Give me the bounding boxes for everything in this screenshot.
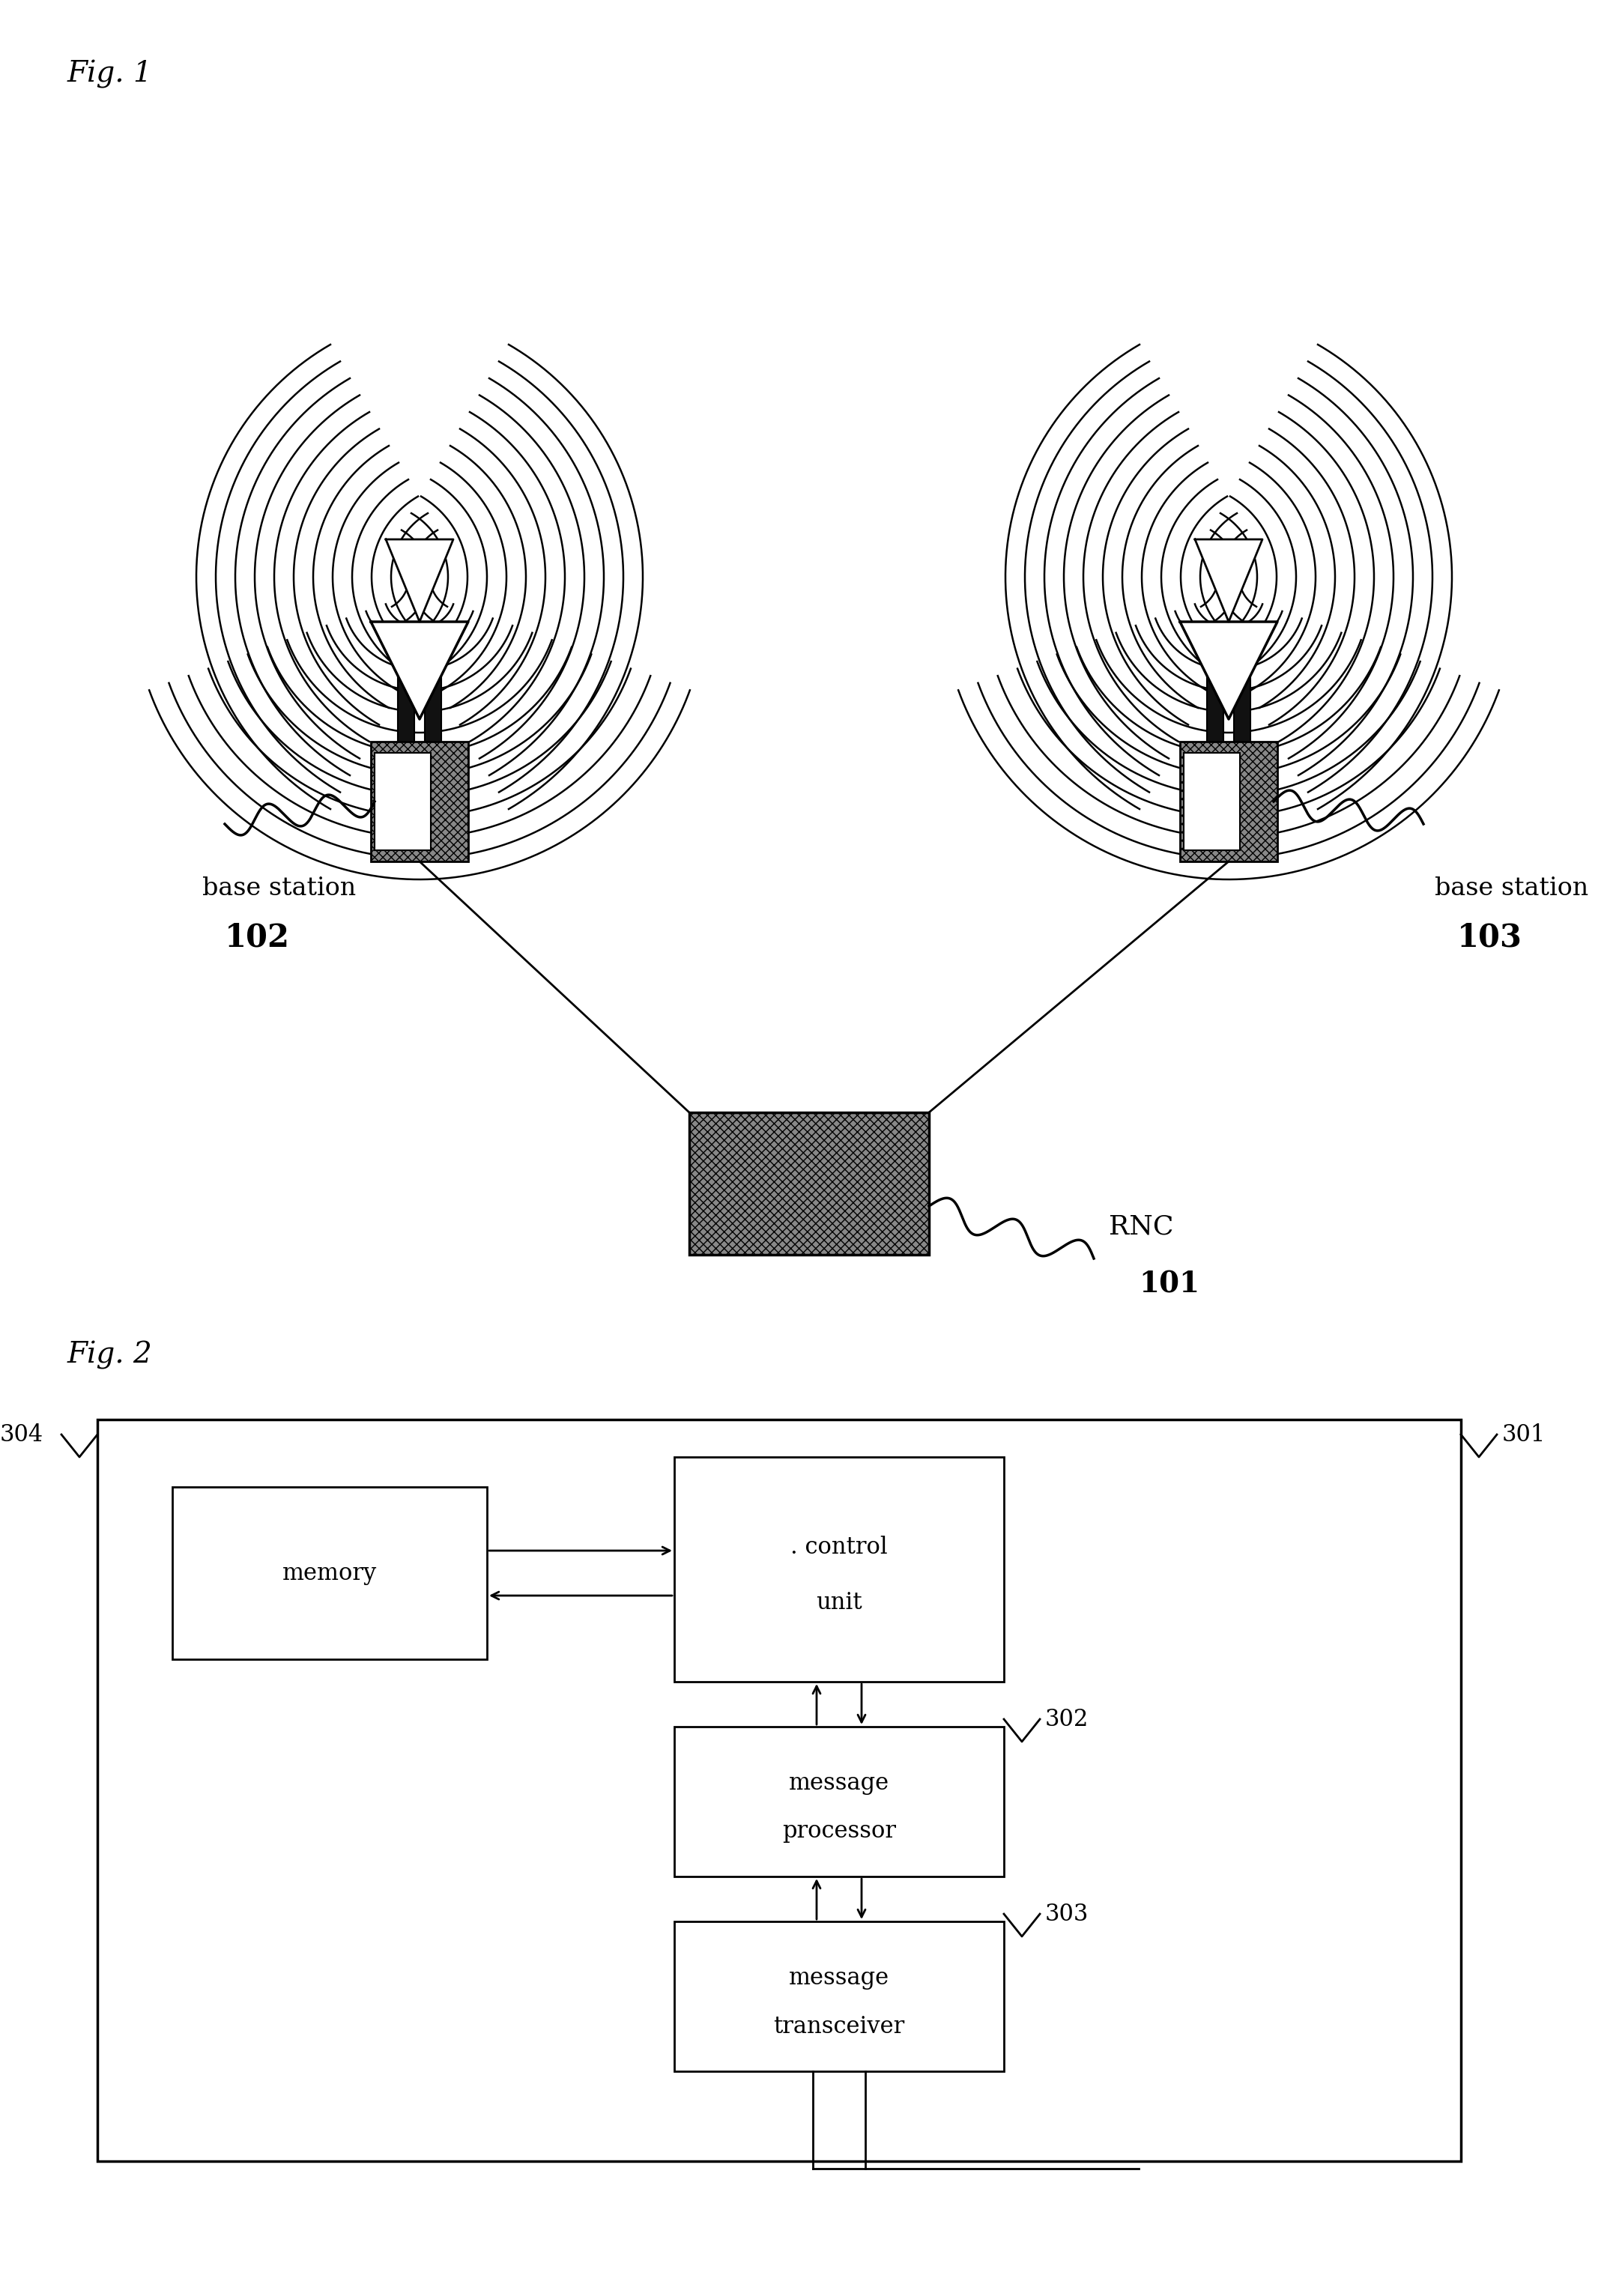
- Bar: [371, 742, 468, 861]
- Bar: [172, 1488, 487, 1660]
- Text: processor: processor: [782, 1821, 895, 1844]
- Text: . control: . control: [790, 1536, 887, 1559]
- Text: 102: 102: [225, 921, 290, 953]
- Bar: [674, 1922, 1004, 2071]
- Bar: [674, 1458, 1004, 1681]
- Bar: [1234, 622, 1250, 742]
- Bar: [424, 622, 442, 742]
- Bar: [97, 1419, 1460, 2161]
- Text: message: message: [788, 1965, 889, 1988]
- Text: 304: 304: [0, 1424, 44, 1446]
- Text: 103: 103: [1457, 921, 1522, 953]
- Polygon shape: [1195, 540, 1263, 622]
- Polygon shape: [385, 540, 453, 622]
- Text: base station: base station: [1434, 877, 1588, 900]
- Text: 301: 301: [1502, 1424, 1546, 1446]
- Text: base station: base station: [202, 877, 356, 900]
- Text: memory: memory: [282, 1561, 377, 1584]
- Bar: [398, 622, 414, 742]
- Polygon shape: [1180, 622, 1277, 719]
- Polygon shape: [371, 622, 468, 719]
- Text: 302: 302: [1046, 1708, 1090, 1731]
- Bar: [1183, 753, 1240, 850]
- Text: unit: unit: [816, 1591, 863, 1614]
- Text: message: message: [788, 1770, 889, 1795]
- Text: Fig. 1: Fig. 1: [68, 60, 152, 87]
- Bar: [1180, 742, 1277, 861]
- Text: 303: 303: [1046, 1903, 1090, 1926]
- Bar: [690, 1114, 929, 1254]
- Text: Fig. 2: Fig. 2: [68, 1341, 152, 1368]
- Text: transceiver: transceiver: [774, 2014, 905, 2039]
- Bar: [374, 753, 431, 850]
- Text: RNC: RNC: [1109, 1215, 1174, 1240]
- Bar: [674, 1727, 1004, 1876]
- Text: 101: 101: [1138, 1270, 1200, 1297]
- Bar: [1206, 622, 1224, 742]
